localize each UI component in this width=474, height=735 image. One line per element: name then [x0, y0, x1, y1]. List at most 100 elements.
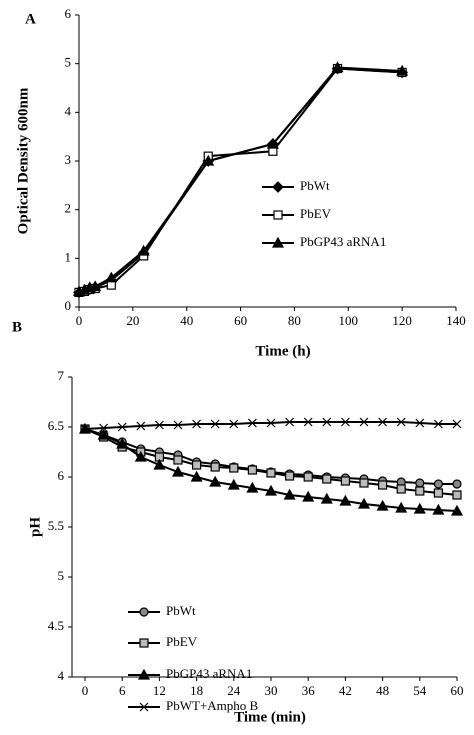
marker — [378, 480, 388, 490]
y-tick-label: 4 — [65, 103, 72, 118]
marker — [137, 244, 150, 256]
legend-item: PbWt — [128, 603, 196, 618]
x-tick-label: 24 — [227, 683, 241, 698]
legend-item: PbGP43 aRNA1 — [128, 666, 252, 681]
legend-item: PbEV — [262, 206, 332, 221]
marker — [415, 418, 425, 428]
panel-label: B — [12, 319, 22, 335]
x-tick-label: 30 — [265, 683, 278, 698]
marker — [395, 501, 408, 513]
marker — [139, 607, 149, 617]
legend-label: PbEV — [300, 206, 332, 221]
y-tick-label: 3 — [65, 152, 72, 167]
marker — [452, 490, 462, 500]
y-tick-label: 4 — [58, 668, 65, 683]
x-tick-label: 20 — [126, 313, 139, 328]
marker — [99, 423, 109, 433]
marker — [134, 450, 147, 462]
marker — [139, 702, 149, 712]
marker — [303, 472, 313, 482]
marker — [302, 490, 315, 502]
y-tick-label: 5 — [58, 568, 65, 583]
marker — [339, 494, 352, 506]
panel-label: A — [25, 11, 36, 27]
y-tick-label: 7 — [58, 368, 65, 383]
marker — [139, 638, 149, 648]
marker — [271, 236, 285, 248]
series — [73, 62, 408, 299]
x-tick-label: 80 — [288, 313, 301, 328]
marker — [171, 465, 185, 477]
marker — [433, 419, 443, 429]
marker — [266, 137, 279, 149]
marker — [227, 478, 240, 490]
x-tick-label: 0 — [76, 313, 83, 328]
y-axis-title: pH — [27, 517, 43, 537]
x-tick-label: 54 — [413, 683, 427, 698]
marker — [202, 154, 215, 166]
y-tick-label: 5 — [65, 55, 72, 70]
marker — [303, 417, 313, 427]
x-tick-label: 60 — [451, 683, 464, 698]
marker — [229, 419, 239, 429]
marker — [433, 479, 443, 489]
marker — [396, 417, 406, 427]
marker — [322, 417, 332, 427]
y-tick-label: 2 — [65, 201, 72, 216]
legend-label: PbEV — [166, 634, 198, 649]
x-tick-label: 0 — [82, 683, 89, 698]
marker — [266, 468, 276, 478]
marker — [396, 64, 409, 76]
y-axis-title: Optical Density 600nm — [15, 87, 31, 234]
series — [72, 61, 409, 297]
marker — [173, 420, 183, 430]
x-tick-label: 12 — [153, 683, 166, 698]
legend-item: PbWt — [262, 178, 330, 193]
series-line — [78, 67, 403, 294]
y-tick-label: 6 — [65, 6, 72, 21]
x-tick-label: 100 — [339, 313, 359, 328]
series — [80, 417, 462, 434]
marker — [192, 460, 202, 470]
x-tick-label: 40 — [180, 313, 193, 328]
marker — [415, 486, 425, 496]
marker — [357, 497, 371, 509]
marker — [229, 463, 239, 473]
legend-label: PbGP43 aRNA1 — [166, 666, 252, 681]
x-axis-title: Time (h) — [255, 343, 310, 359]
legend-item: PbEV — [128, 634, 198, 649]
marker — [153, 458, 166, 470]
marker — [173, 455, 183, 465]
x-tick-label: 140 — [446, 313, 466, 328]
marker — [247, 465, 257, 475]
marker — [266, 418, 276, 428]
marker — [340, 476, 350, 486]
marker — [154, 420, 164, 430]
marker — [247, 418, 257, 428]
marker — [209, 475, 222, 487]
marker — [105, 271, 118, 283]
series — [74, 63, 407, 297]
marker — [340, 417, 350, 427]
marker — [433, 488, 443, 498]
x-axis-title: Time (min) — [234, 709, 306, 725]
marker — [450, 504, 464, 516]
marker — [331, 61, 344, 73]
legend-label: PbGP43 aRNA1 — [300, 234, 386, 249]
marker — [378, 417, 388, 427]
legend-label: PbWt — [166, 603, 196, 618]
marker — [210, 419, 220, 429]
x-tick-label: 18 — [190, 683, 203, 698]
marker — [396, 484, 406, 494]
marker — [322, 474, 332, 484]
marker — [192, 419, 202, 429]
marker — [359, 478, 369, 488]
y-tick-label: 6.5 — [48, 418, 64, 433]
series-line — [78, 67, 403, 294]
marker — [264, 484, 278, 496]
marker — [376, 499, 389, 511]
marker — [452, 479, 462, 489]
marker — [452, 419, 462, 429]
y-tick-label: 6 — [58, 468, 65, 483]
x-tick-label: 42 — [339, 683, 352, 698]
